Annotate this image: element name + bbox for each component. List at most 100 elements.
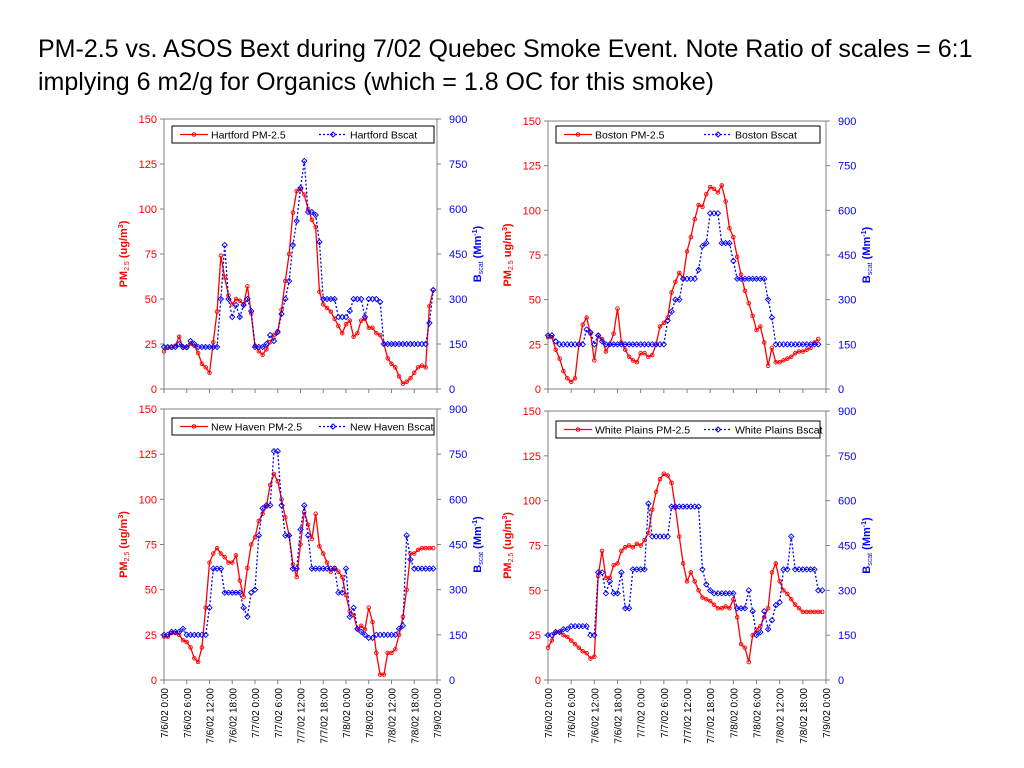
x-tick-label: 7/6/02 6:00 <box>567 688 578 738</box>
pm-data-point <box>715 190 721 195</box>
bscat-data-point <box>175 340 183 348</box>
chart-new-haven: 0 25 50 75 100 125 150 0 150 300 450 600 750 900 7/6/0… <box>118 404 485 744</box>
y-right-tick-label: 750 <box>838 161 856 173</box>
bscat-data-point <box>247 307 255 315</box>
bscat-data-point <box>764 296 772 303</box>
pm-data-point <box>642 351 647 356</box>
y-right-tick-label: 450 <box>838 250 856 262</box>
y-right-tick-label: 900 <box>838 116 856 128</box>
legend-bscat-marker <box>714 131 722 138</box>
pm-data-point <box>599 548 605 554</box>
y-left-tick-label: 25 <box>529 630 541 642</box>
bscat-data-point <box>278 502 285 509</box>
y-right-tick-label: 300 <box>838 585 856 597</box>
pm-data-point <box>222 275 227 280</box>
plot-area <box>547 410 827 681</box>
legend-bscat-label: Boston Bscat <box>735 130 797 142</box>
pm-data-point <box>245 565 250 571</box>
pm-data-point <box>626 543 632 548</box>
pm-data-point <box>692 217 697 222</box>
pm-data-point <box>286 251 292 257</box>
pm-data-point <box>665 473 670 478</box>
y-left-tick-label: 100 <box>523 496 541 508</box>
pm-data-point <box>661 320 667 326</box>
pm-data-point <box>309 217 315 223</box>
bscat-data-point <box>587 329 594 336</box>
bscat-data-point <box>664 533 671 540</box>
bscat-data-point <box>730 257 737 265</box>
pm-data-point <box>561 368 566 374</box>
y-right-tick-label: 450 <box>449 540 467 552</box>
bscat-data-point <box>175 628 183 636</box>
bscat-data-point <box>236 313 244 321</box>
pm-data-point <box>769 345 775 351</box>
x-tick-label: 7/6/02 18:00 <box>228 688 239 744</box>
pm-data-point <box>734 614 740 620</box>
legend-pm-label: Hartford PM-2.5 <box>211 130 286 142</box>
pm-data-point <box>313 511 318 517</box>
bscat-data-point <box>760 608 768 615</box>
bscat-data-point <box>583 622 590 630</box>
bscat-data-point <box>259 505 266 512</box>
bscat-data-point <box>293 217 300 225</box>
pm-data-point <box>400 381 406 386</box>
bscat-data-point <box>373 295 380 303</box>
x-tick-label: 7/8/02 0:00 <box>729 688 740 738</box>
y-left-tick-label: 0 <box>535 384 541 396</box>
pm-data-point <box>237 298 243 304</box>
pm-data-point <box>180 638 186 643</box>
bscat-data-point <box>726 239 733 247</box>
y-left-tick-label: 0 <box>151 384 157 396</box>
pm-data-point <box>661 471 667 477</box>
bscat-data-point <box>564 625 571 633</box>
pm-data-point <box>711 186 717 192</box>
pm-data-point <box>746 659 752 665</box>
pm-data-point <box>347 318 353 323</box>
pm-data-point <box>336 569 341 574</box>
bscat-data-point <box>426 319 433 327</box>
y-left-tick-label: 75 <box>145 540 157 552</box>
bscat-data-point <box>342 565 350 572</box>
pm-data-point <box>430 287 436 293</box>
pm-data-point <box>731 234 736 240</box>
y-left-axis-title: PM2.5 ug/m3) <box>502 223 515 286</box>
bscat-data-point <box>695 503 702 510</box>
bscat-data-point <box>202 631 209 639</box>
pm-data-point <box>294 188 299 194</box>
bscat-data-point <box>815 341 822 348</box>
bscat-data-point <box>699 566 706 573</box>
bscat-data-point <box>179 625 187 633</box>
pm-data-point <box>366 605 372 610</box>
y-right-tick-label: 150 <box>838 339 856 351</box>
y-left-tick-label: 150 <box>523 406 541 418</box>
bscat-data-point <box>706 587 714 594</box>
y-left-tick-label: 125 <box>523 161 541 173</box>
pm-data-point <box>393 365 398 370</box>
pm-data-point <box>370 325 375 331</box>
bscat-data-point <box>602 590 610 597</box>
pm-data-point <box>545 645 551 650</box>
y-right-tick-label: 0 <box>449 384 455 396</box>
bscat-data-point <box>270 337 278 345</box>
bscat-data-point <box>289 241 297 249</box>
bscat-data-point <box>598 569 606 576</box>
pm-data-point <box>719 183 725 188</box>
pm-data-point <box>595 333 601 338</box>
pm-data-point <box>370 619 375 625</box>
bscat-data-point <box>399 622 407 630</box>
y-left-tick-label: 125 <box>139 159 157 171</box>
pm-data-point <box>275 479 281 484</box>
pm-data-point <box>619 548 624 554</box>
bscat-data-point <box>403 532 410 539</box>
y-left-tick-label: 0 <box>535 675 541 687</box>
pm-data-point <box>576 645 582 650</box>
pm-data-point <box>404 379 409 385</box>
x-tick-label: 7/9/02 0:00 <box>433 688 444 738</box>
slide-title: PM-2.5 vs. ASOS Bext during 7/02 Quebec … <box>38 35 973 96</box>
x-tick-label: 7/6/02 12:00 <box>206 688 217 744</box>
bscat-data-point <box>274 328 281 336</box>
pm-data-point <box>592 654 597 659</box>
bscat-data-point <box>308 208 316 216</box>
bscat-data-point <box>730 590 737 597</box>
pm-data-point <box>808 345 813 351</box>
